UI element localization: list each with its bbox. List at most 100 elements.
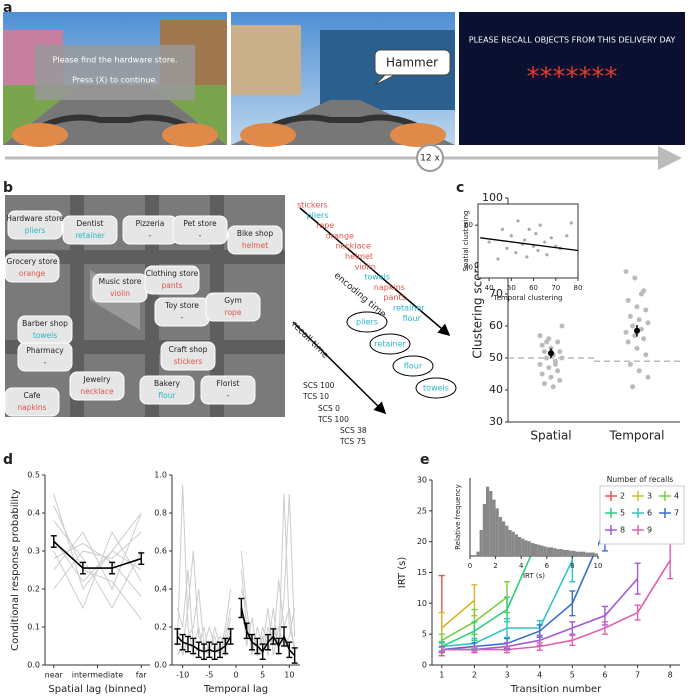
encoded-item: rope [316,221,334,230]
histogram-bar [546,547,550,556]
error-bar [438,646,445,653]
data-point [643,352,649,358]
data-point [546,365,552,371]
legend-label: 4 [674,492,679,501]
data-point [559,323,565,329]
x-tick-label: 4 [519,562,524,570]
histogram-bar [508,530,512,556]
store-name: Clothing store [146,269,199,278]
histogram-bar [562,549,566,556]
recalled-item: towels [423,384,449,393]
store-item: violin [110,289,130,298]
legend-title: Number of recalls [607,475,674,484]
error-bar [286,641,293,659]
legend-label: 9 [647,526,652,535]
y-tick-label: 0.2 [154,623,167,632]
store-item: - [227,391,230,400]
data-point [569,221,573,225]
data-point [509,234,513,238]
trend-line [480,237,579,252]
store-item: stickers [174,357,203,366]
error-bar [227,628,234,645]
x-tick-label: 2 [493,562,497,570]
error-bar [206,641,213,659]
error-bar [634,604,641,621]
data-point [630,323,636,329]
store-name: Grocery store [7,257,58,266]
y-tick-label: 0.6 [154,547,167,556]
data-point [525,255,529,259]
x-tick-label: 6 [545,562,550,570]
error-bar [174,628,181,645]
error-bar [238,597,245,619]
similarity-score: TCS 100 [317,415,349,424]
error-bar [79,561,86,575]
histogram-bar [569,550,573,556]
error-bar [211,643,218,660]
error-bar [601,621,608,635]
recall-prompt: PLEASE RECALL OBJECTS FROM THIS DELIVERY… [469,36,676,45]
x-tick-label: 10 [594,562,603,570]
store-name: Gym [224,296,242,305]
error-bar [217,641,223,659]
data-point [557,377,563,383]
x-tick-label: 6 [602,671,607,680]
error-bar [254,637,261,655]
data-point [543,240,547,244]
data-point [643,307,649,313]
speech-bubble: Hammer [386,56,438,70]
encoded-item: towels [364,273,390,282]
error-bar [569,634,576,646]
encoded-item: necklace [335,242,371,251]
legend-label: 6 [647,509,652,518]
panel-label: c [456,180,464,196]
x-tick-label: 0 [233,671,238,680]
x-axis-label: Transition number [510,684,602,695]
histogram-bar [524,540,528,556]
histogram-bar [585,552,589,556]
y-tick-label: 60 [464,221,473,229]
store-bubble [227,225,283,255]
encoded-item: pants [383,293,405,302]
data-point [630,384,636,390]
y-tick-label: 0.0 [27,661,40,670]
series-line [53,493,142,591]
histogram-bar [505,525,509,556]
histogram-bar [530,543,534,556]
histogram-bar [572,550,576,556]
histogram-bar [479,530,483,556]
error-bar [667,540,674,580]
histogram-bar [540,545,544,556]
error-bar [504,618,511,638]
encoded-item: helmet [345,252,373,261]
y-tick-label: 0.4 [27,509,40,518]
x-axis-label: IRT (s) [523,572,545,580]
y-axis-label: Clustering score [471,261,485,358]
store-item: - [199,231,202,240]
y-tick-label: 100 [482,191,503,204]
histogram-bar [550,547,554,556]
recall-bubble [415,377,457,399]
store-item: - [149,231,152,240]
y-axis-label: IRT (s) [397,557,408,589]
error-bar [138,552,145,565]
y-tick-label: 20 [417,537,427,546]
screenshot-3: PLEASE RECALL OBJECTS FROM THIS DELIVERY… [459,12,685,145]
recall-arrow [292,321,387,415]
y-tick-label: 0.0 [154,661,167,670]
x-tick-label: 80 [574,284,583,292]
data-point [627,313,633,319]
data-point [638,326,644,332]
series-line [441,535,541,648]
data-point [565,234,569,238]
x-tick-label: -5 [205,671,213,680]
y-tick-label: 30 [417,476,427,485]
x-tick-label: Spatial [530,429,571,443]
panel-label: d [3,452,13,468]
legend-label: 2 [620,492,625,501]
screenshot-2: Hammer [231,12,455,147]
series-line [176,493,296,657]
error-bar [471,621,478,642]
panel-label: a [3,0,12,16]
